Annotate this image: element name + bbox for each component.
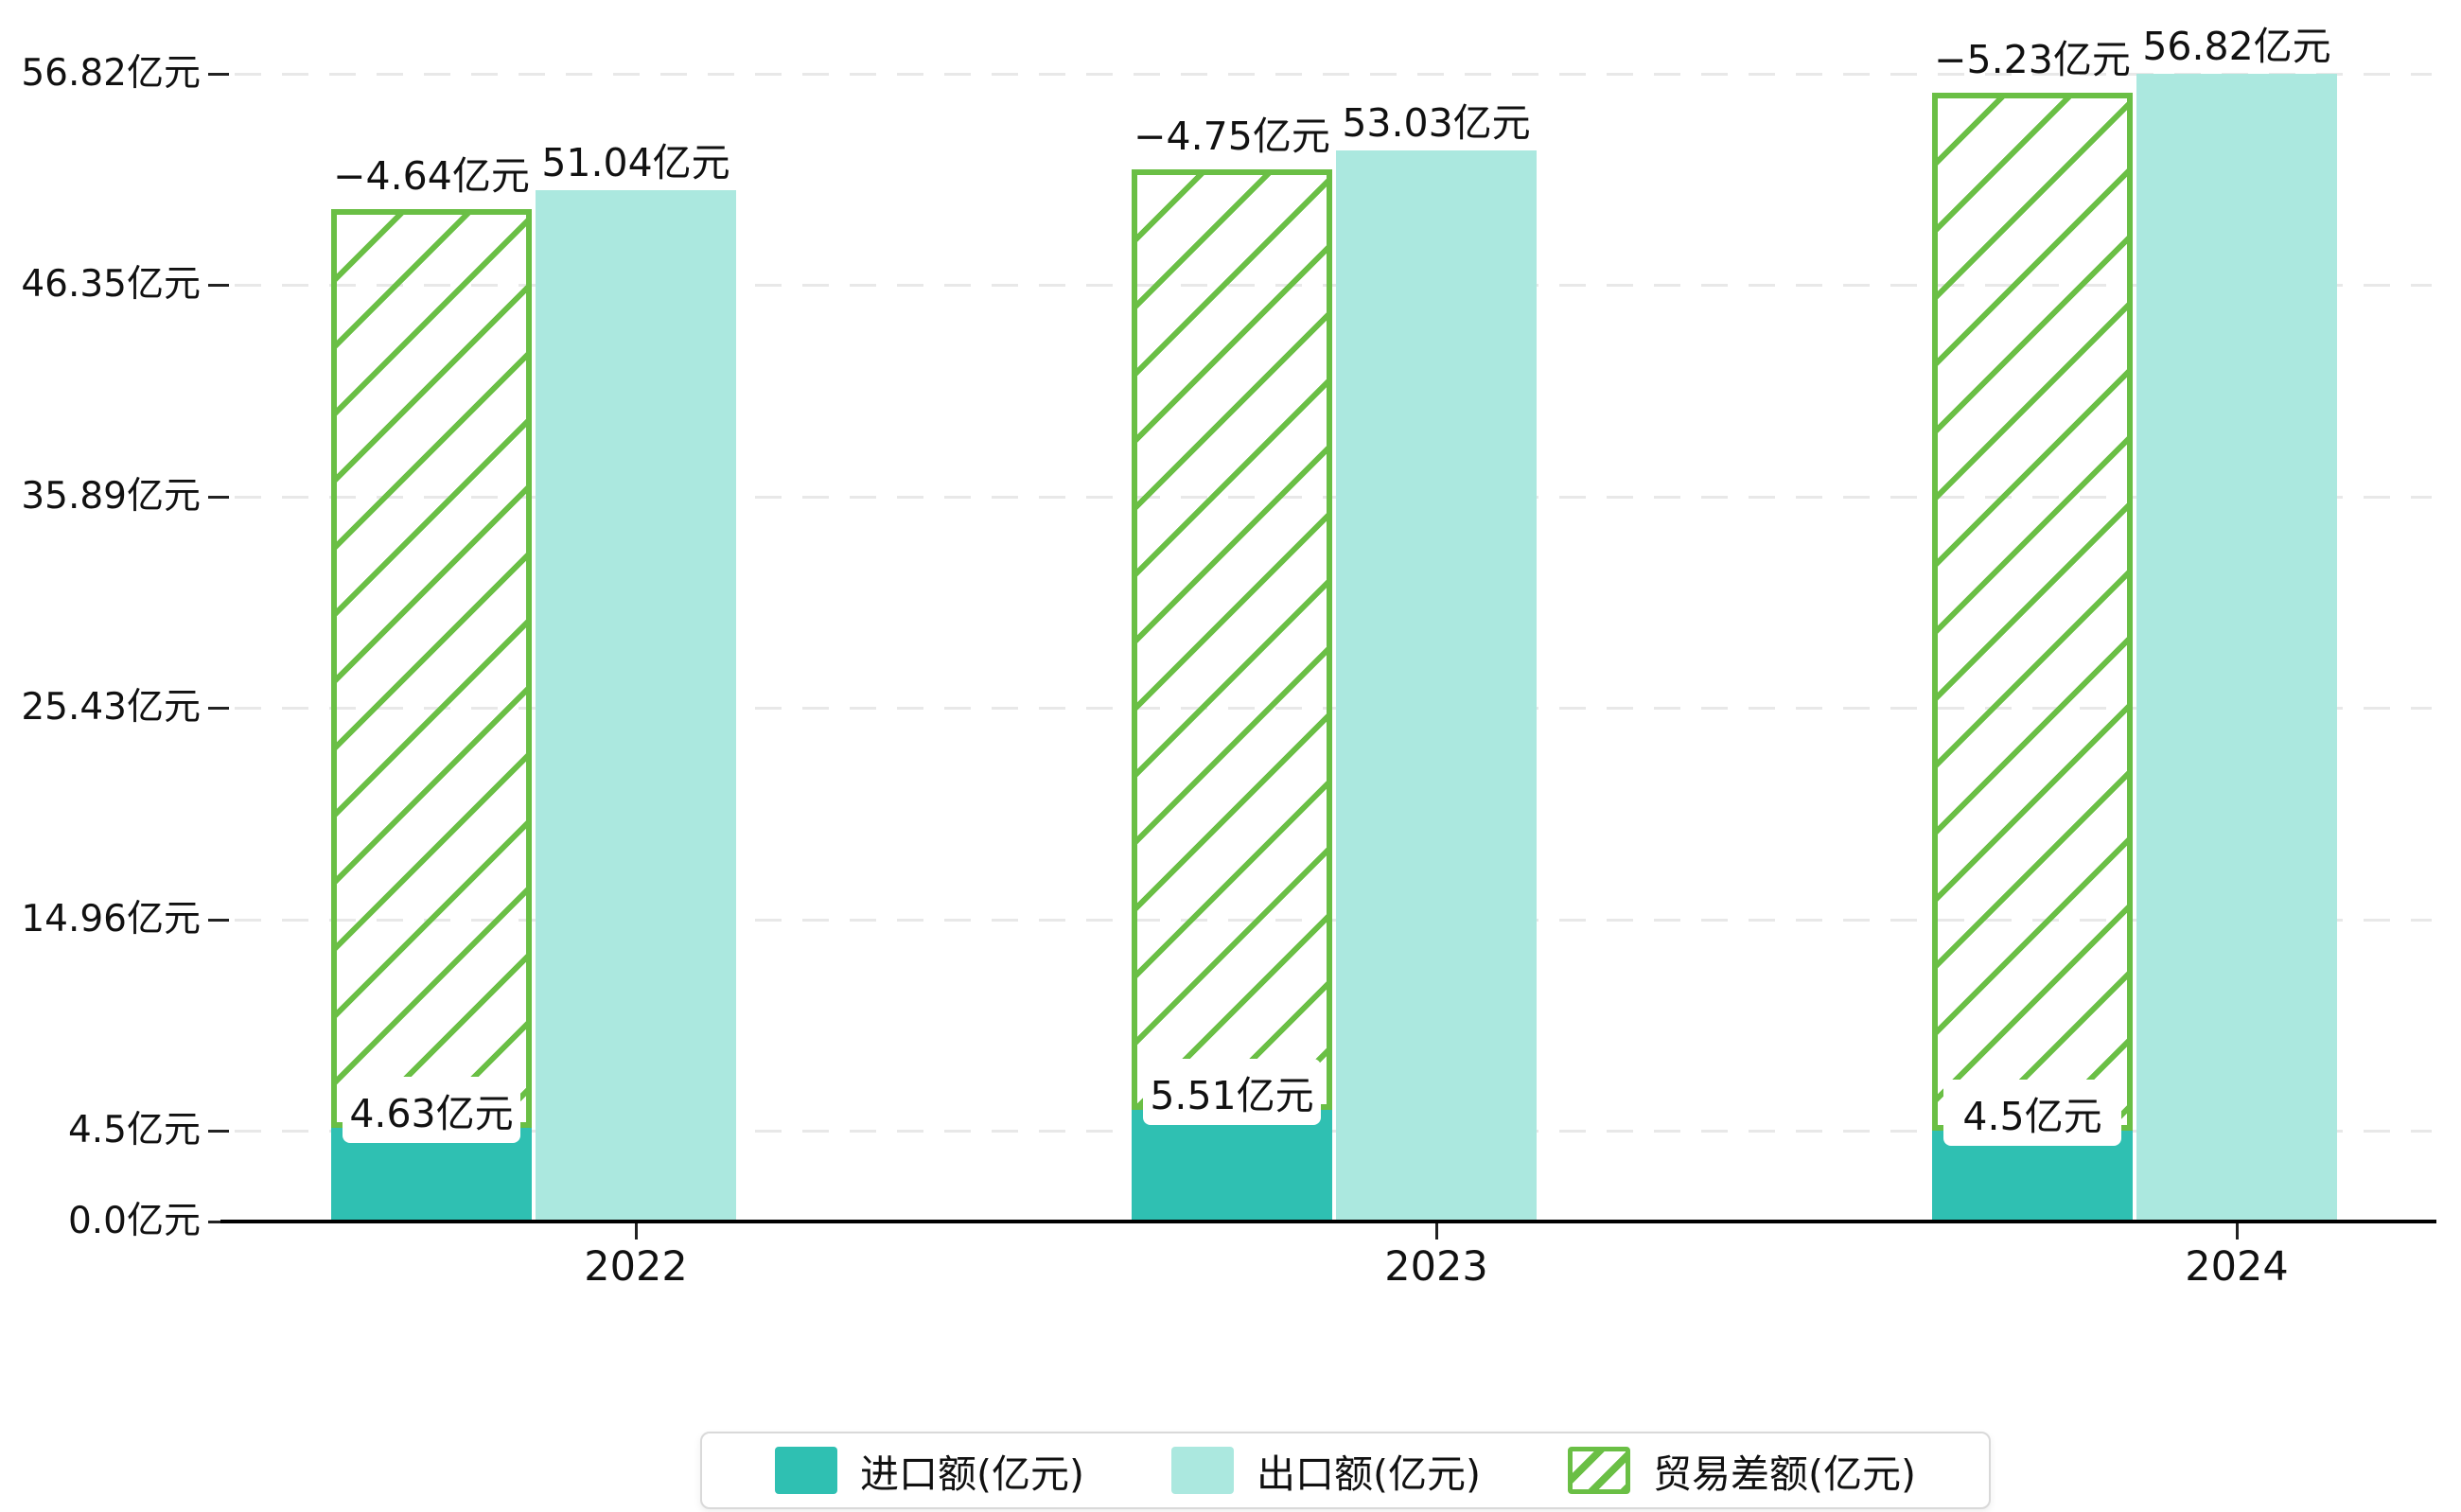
gridline-56.82 [235, 73, 2432, 76]
export-value-label-2023: 53.03亿元 [1342, 100, 1531, 146]
x-axis-label-2023: 2023 [1384, 1243, 1488, 1291]
gridline-14.96 [235, 919, 2432, 922]
legend-item-export[interactable]: 出口额(亿元) [1171, 1442, 1481, 1499]
y-tick-label-35.89: 35.89亿元 [21, 475, 201, 518]
export-bar-2022[interactable] [536, 190, 736, 1222]
export-color-swatch [1171, 1447, 1234, 1494]
export-value-label-2022: 51.04亿元 [541, 140, 730, 185]
legend-label-export: 出口额(亿元) [1257, 1451, 1481, 1497]
import-color-swatch [775, 1447, 837, 1494]
legend-item-import[interactable]: 进口额(亿元) [775, 1442, 1084, 1499]
trade-balance-hatch-swatch [1568, 1447, 1630, 1494]
gridline-4.5 [235, 1130, 2432, 1133]
import-bar-2024[interactable] [1932, 1131, 2133, 1222]
y-tick-label-25.43: 25.43亿元 [21, 686, 201, 729]
x-tick-2023 [1435, 1222, 1438, 1239]
trade-balance-bar-2023[interactable] [1132, 169, 1332, 1110]
trade-balance-label-2022: −4.64亿元 [333, 153, 530, 199]
y-tick-label-4.5: 4.5亿元 [67, 1109, 201, 1152]
export-bar-2023[interactable] [1336, 150, 1537, 1222]
export-value-label-2024: 56.82亿元 [2142, 24, 2331, 69]
legend-label-import: 进口额(亿元) [860, 1451, 1084, 1497]
y-tick-25.43 [208, 707, 229, 710]
y-tick-56.82 [208, 73, 229, 76]
import-value-label-2022: 4.63亿元 [343, 1077, 520, 1143]
y-tick-label-56.82: 56.82亿元 [21, 52, 201, 95]
x-tick-2024 [2236, 1222, 2239, 1239]
gridline-25.43 [235, 707, 2432, 710]
x-tick-2022 [635, 1222, 638, 1239]
y-tick-0 [208, 1221, 229, 1223]
y-tick-14.96 [208, 919, 229, 922]
gridline-35.89 [235, 496, 2432, 499]
x-axis-label-2024: 2024 [2185, 1243, 2289, 1291]
x-axis-label-2022: 2022 [584, 1243, 688, 1291]
legend-label-trade-balance: 贸易差额(亿元) [1653, 1451, 1916, 1497]
y-tick-4.5 [208, 1130, 229, 1133]
trade-balance-label-2023: −4.75亿元 [1134, 114, 1330, 159]
y-tick-label-14.96: 14.96亿元 [21, 898, 201, 941]
x-axis-line [220, 1220, 2436, 1223]
y-tick-label-0: 0.0亿元 [67, 1200, 201, 1242]
gridline-46.35 [235, 284, 2432, 287]
trade-balance-bar-2024[interactable] [1932, 93, 2133, 1131]
trade-balance-bar-2022[interactable] [331, 209, 532, 1128]
import-value-label-2023: 5.51亿元 [1143, 1059, 1321, 1125]
legend-item-trade-balance[interactable]: 贸易差额(亿元) [1568, 1442, 1916, 1499]
trade-balance-label-2024: −5.23亿元 [1934, 37, 2131, 82]
import-value-label-2024: 4.5亿元 [1943, 1080, 2121, 1146]
legend: 进口额(亿元) 出口额(亿元) 贸易差额(亿元) [700, 1432, 1991, 1509]
import-bar-2022[interactable] [331, 1128, 532, 1222]
export-bar-2024[interactable] [2136, 74, 2337, 1222]
y-tick-35.89 [208, 496, 229, 499]
import-bar-2023[interactable] [1132, 1110, 1332, 1222]
y-tick-46.35 [208, 284, 229, 287]
y-tick-label-46.35: 46.35亿元 [21, 263, 201, 306]
